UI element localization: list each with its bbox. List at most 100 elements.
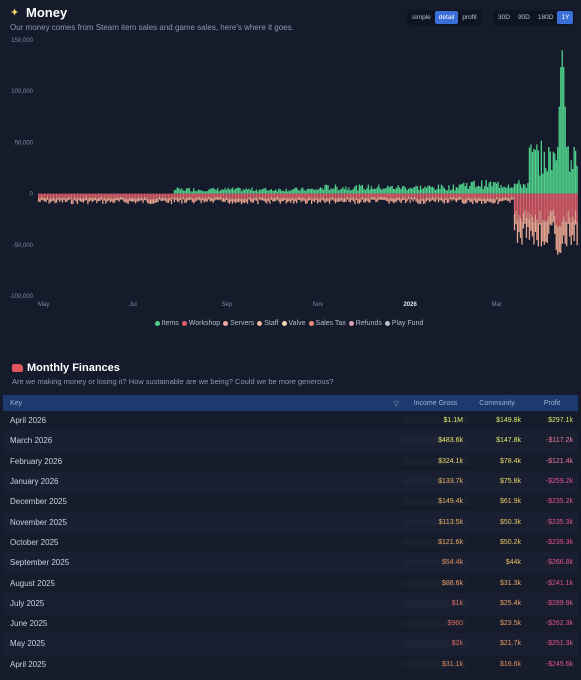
income-bar[interactable] xyxy=(303,190,305,194)
cost-bar-other[interactable] xyxy=(117,197,119,201)
cost-bar-workshop[interactable] xyxy=(484,193,486,199)
cost-bar-workshop[interactable] xyxy=(472,193,474,200)
cost-bar-other[interactable] xyxy=(546,220,548,244)
cost-bar-other[interactable] xyxy=(494,198,496,203)
cost-bar-other[interactable] xyxy=(437,198,440,203)
cost-bar-workshop[interactable] xyxy=(316,193,319,199)
cost-bar-other[interactable] xyxy=(264,198,267,203)
cost-bar-other[interactable] xyxy=(461,198,463,203)
cost-bar-other[interactable] xyxy=(382,197,384,200)
cost-bar-other[interactable] xyxy=(57,196,59,200)
income-bar[interactable] xyxy=(524,184,526,194)
cost-bar-other[interactable] xyxy=(570,221,572,245)
income-bar[interactable] xyxy=(372,189,374,194)
range-180d-button[interactable]: 180D xyxy=(537,14,554,21)
cost-bar-other[interactable] xyxy=(503,197,505,201)
cost-bar-other[interactable] xyxy=(45,198,47,202)
cost-bar-workshop[interactable] xyxy=(85,193,88,198)
cost-bar-other[interactable] xyxy=(66,198,68,202)
table-row[interactable]: October 2025 $121.6k $50.2k -$239.3k xyxy=(3,532,578,554)
income-bar[interactable] xyxy=(337,190,340,194)
cost-bar-other[interactable] xyxy=(215,196,217,200)
cost-bar-workshop[interactable] xyxy=(540,193,542,223)
cost-bar-workshop[interactable] xyxy=(425,193,428,198)
income-bar[interactable] xyxy=(330,188,332,194)
cost-bar-other[interactable] xyxy=(269,199,271,204)
cost-bar-workshop[interactable] xyxy=(403,193,405,198)
cost-bar-workshop[interactable] xyxy=(219,193,222,197)
cost-bar-workshop[interactable] xyxy=(551,193,553,212)
cost-bar-other[interactable] xyxy=(492,199,495,204)
cost-bar-other[interactable] xyxy=(206,198,208,202)
cost-bar-workshop[interactable] xyxy=(90,193,92,198)
cost-bar-workshop[interactable] xyxy=(360,193,362,199)
cost-bar-workshop[interactable] xyxy=(121,193,123,197)
cost-bar-workshop[interactable] xyxy=(184,193,186,199)
cost-bar-workshop[interactable] xyxy=(193,193,195,200)
cost-bar-workshop[interactable] xyxy=(343,193,346,199)
cost-bar-other[interactable] xyxy=(303,197,305,201)
income-bar[interactable] xyxy=(467,188,469,194)
cost-bar-workshop[interactable] xyxy=(306,193,308,199)
cost-bar-workshop[interactable] xyxy=(211,193,213,198)
cost-bar-workshop[interactable] xyxy=(54,193,56,199)
income-bar[interactable] xyxy=(297,189,299,194)
cost-bar-other[interactable] xyxy=(536,219,538,241)
income-bar[interactable] xyxy=(233,189,235,194)
income-bar[interactable] xyxy=(564,106,566,194)
cost-bar-other[interactable] xyxy=(336,198,338,202)
cost-bar-other[interactable] xyxy=(203,198,205,203)
cost-bar-other[interactable] xyxy=(194,198,196,202)
cost-bar-other[interactable] xyxy=(231,199,234,204)
table-row[interactable]: December 2025 $149.4k $61.9k -$235.2k xyxy=(3,492,578,513)
cost-bar-workshop[interactable] xyxy=(463,193,465,200)
cost-bar-workshop[interactable] xyxy=(352,193,355,198)
income-bar[interactable] xyxy=(222,190,225,194)
income-bar[interactable] xyxy=(188,188,190,194)
cost-bar-other[interactable] xyxy=(199,197,201,201)
cost-bar-other[interactable] xyxy=(146,198,149,204)
cost-bar-workshop[interactable] xyxy=(324,193,326,199)
cost-bar-workshop[interactable] xyxy=(75,193,77,198)
cost-bar-workshop[interactable] xyxy=(97,193,99,198)
income-bar[interactable] xyxy=(221,189,223,194)
income-bar[interactable] xyxy=(308,188,310,194)
cost-bar-other[interactable] xyxy=(76,199,79,205)
cost-bar-other[interactable] xyxy=(387,197,389,202)
cost-bar-workshop[interactable] xyxy=(252,193,255,199)
cost-bar-workshop[interactable] xyxy=(67,193,70,198)
income-bar[interactable] xyxy=(379,188,381,194)
cost-bar-other[interactable] xyxy=(407,196,410,200)
income-bar[interactable] xyxy=(236,187,238,194)
cost-bar-workshop[interactable] xyxy=(64,193,67,199)
income-bar[interactable] xyxy=(534,149,537,194)
cost-bar-other[interactable] xyxy=(452,196,454,200)
cost-bar-workshop[interactable] xyxy=(40,193,43,198)
cost-bar-workshop[interactable] xyxy=(228,193,231,200)
cost-bar-workshop[interactable] xyxy=(196,193,198,198)
cost-bar-other[interactable] xyxy=(300,198,302,203)
cost-bar-workshop[interactable] xyxy=(504,193,507,198)
cost-bar-workshop[interactable] xyxy=(234,193,237,199)
income-bar[interactable] xyxy=(336,186,338,194)
cost-bar-workshop[interactable] xyxy=(390,193,392,198)
income-bar[interactable] xyxy=(566,147,568,194)
cost-bar-other[interactable] xyxy=(178,198,180,203)
cost-bar-other[interactable] xyxy=(487,197,489,202)
income-bar[interactable] xyxy=(457,187,459,194)
cost-bar-other[interactable] xyxy=(90,197,92,201)
cost-bar-workshop[interactable] xyxy=(440,193,443,198)
cost-bar-other[interactable] xyxy=(276,196,278,200)
income-bar[interactable] xyxy=(385,187,387,194)
cost-bar-other[interactable] xyxy=(179,197,182,200)
income-bar[interactable] xyxy=(214,188,216,194)
income-bar[interactable] xyxy=(436,189,438,194)
cost-bar-workshop[interactable] xyxy=(175,193,177,197)
income-bar[interactable] xyxy=(446,190,449,194)
cost-bar-workshop[interactable] xyxy=(339,193,341,199)
cost-bar-workshop[interactable] xyxy=(309,193,311,198)
cost-bar-workshop[interactable] xyxy=(434,193,437,199)
cost-bar-workshop[interactable] xyxy=(418,193,420,200)
income-bar[interactable] xyxy=(433,187,435,194)
cost-bar-other[interactable] xyxy=(531,217,534,237)
